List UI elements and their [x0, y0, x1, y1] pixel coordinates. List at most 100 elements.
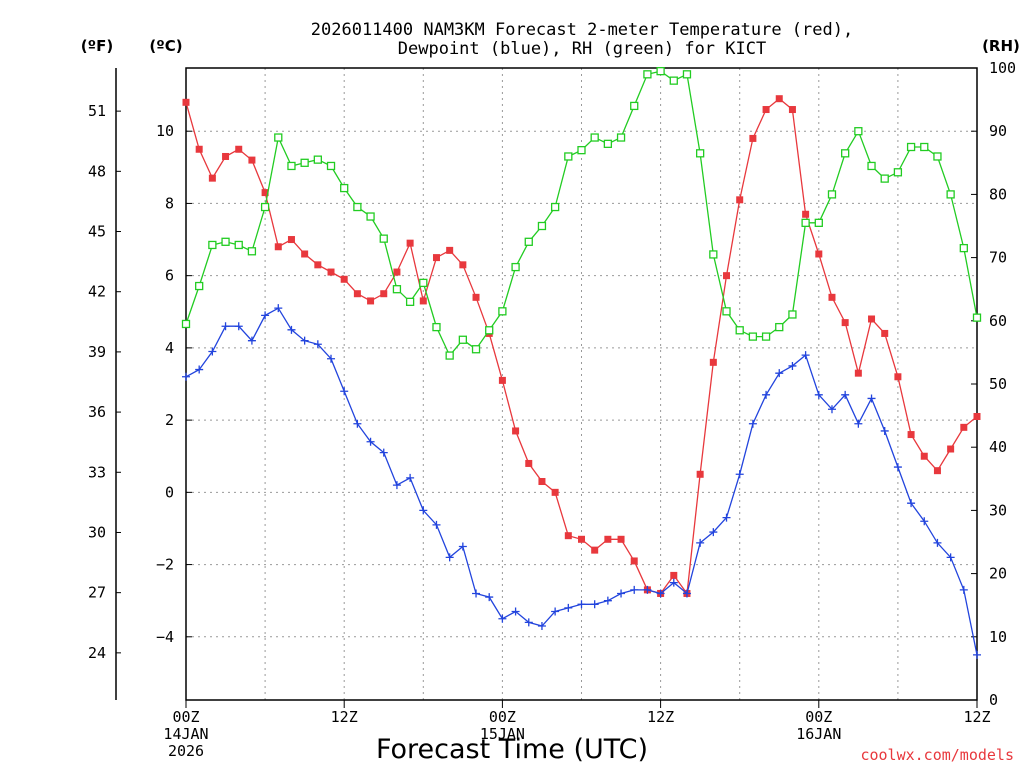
- rh-point: [748, 332, 758, 341]
- celsius-tick-label: 8: [165, 194, 174, 212]
- temperature-point: [340, 275, 348, 283]
- dewpoint-point: [814, 390, 823, 399]
- rh-point: [419, 278, 428, 288]
- temperature-point: [709, 358, 717, 366]
- fahrenheit-tick-label: 39: [88, 343, 106, 361]
- dewpoint-point: [458, 542, 467, 551]
- temperature-point: [314, 261, 322, 269]
- x-tick-label: 16JAN: [796, 725, 841, 743]
- rh-point: [181, 319, 191, 329]
- temperature-point: [327, 268, 335, 276]
- temperature-point: [775, 95, 783, 103]
- dewpoint-point: [709, 528, 718, 537]
- celsius-unit-label: (ºC): [149, 37, 182, 55]
- dewpoint-point: [182, 372, 190, 381]
- celsius-tick-label: 6: [165, 267, 174, 285]
- rh-point: [630, 101, 639, 111]
- dewpoint-point: [735, 470, 744, 479]
- temperature-point: [815, 250, 823, 258]
- dewpoint-point: [867, 394, 876, 403]
- dewpoint-point: [841, 390, 850, 399]
- temperature-point: [498, 376, 506, 384]
- rh-point: [195, 281, 204, 291]
- temperature-point: [868, 315, 876, 323]
- rh-point: [656, 67, 665, 76]
- temperature-point: [512, 427, 520, 435]
- x-tick-label: 12Z: [331, 708, 358, 726]
- credit-text: coolwx.com/models: [860, 746, 1014, 764]
- rh-tick-label: 50: [989, 375, 1007, 393]
- temperature-point: [973, 413, 981, 421]
- rh-point: [353, 202, 362, 212]
- dewpoint-point: [577, 600, 586, 609]
- x-tick-label: 15JAN: [480, 725, 525, 743]
- rh-point: [893, 168, 903, 177]
- dewpoint-point: [682, 589, 691, 598]
- rh-point: [801, 218, 810, 227]
- rh-point: [946, 190, 955, 199]
- rh-point: [366, 212, 375, 221]
- rh-point: [735, 326, 744, 335]
- temperature-point: [920, 452, 928, 460]
- rh-point: [920, 142, 929, 152]
- dewpoint-point: [590, 600, 599, 609]
- temperature-point: [222, 152, 230, 160]
- rh-tick-label: 20: [989, 565, 1007, 583]
- temperature-point: [235, 145, 243, 153]
- dewpoint-point: [617, 589, 626, 598]
- temperature-point: [788, 106, 796, 114]
- temperature-point: [802, 210, 810, 218]
- dewpoint-point: [366, 437, 375, 446]
- temperature-point: [538, 478, 546, 486]
- x-tick-label: 00Z: [489, 708, 516, 726]
- rh-point: [814, 218, 823, 227]
- rh-point: [682, 70, 692, 79]
- rh-point: [260, 202, 270, 212]
- dewpoint-series: [182, 304, 981, 659]
- dewpoint-point: [775, 369, 784, 378]
- x-tick-label: 12Z: [647, 708, 674, 726]
- x-tick-label: 00Z: [805, 708, 832, 726]
- rh-point: [643, 70, 652, 79]
- temperature-point: [696, 470, 704, 478]
- rh-point: [933, 152, 942, 161]
- rh-point: [524, 237, 533, 246]
- rh-point: [445, 351, 454, 360]
- rh-point: [564, 152, 573, 161]
- x-tick-label: 00Z: [172, 708, 199, 726]
- dewpoint-point: [880, 426, 889, 435]
- temperature-point: [301, 250, 309, 258]
- rh-point: [854, 127, 863, 136]
- celsius-tick-label: −2: [156, 556, 174, 574]
- rh-tick-label: 10: [989, 628, 1007, 646]
- rh-tick-label: 100: [989, 59, 1016, 77]
- temperature-point: [670, 571, 678, 579]
- temperature-point: [723, 272, 731, 280]
- rh-tick-label: 0: [989, 691, 998, 709]
- rh-point: [485, 326, 494, 335]
- temperature-point: [841, 319, 849, 327]
- rh-point: [577, 146, 586, 155]
- dewpoint-point: [537, 621, 546, 630]
- rh-unit-label: (RH): [982, 37, 1020, 55]
- dewpoint-point: [261, 311, 270, 320]
- temperature-point: [617, 535, 625, 543]
- temperature-point: [907, 431, 915, 439]
- x-tick-label: 2026: [168, 742, 204, 760]
- rh-tick-label: 30: [989, 501, 1007, 519]
- dewpoint-point: [498, 614, 507, 623]
- dewpoint-point: [827, 405, 836, 414]
- rh-point: [761, 332, 771, 341]
- rh-point: [432, 322, 441, 332]
- temperature-point: [762, 106, 770, 114]
- rh-point: [313, 155, 322, 164]
- celsius-tick-label: 2: [165, 411, 174, 429]
- rh-point: [287, 161, 296, 171]
- rh-point: [340, 183, 349, 193]
- dewpoint-point: [392, 481, 401, 490]
- fahrenheit-tick-label: 45: [88, 223, 106, 241]
- dewpoint-point: [788, 361, 797, 370]
- dewpoint-point: [445, 553, 454, 562]
